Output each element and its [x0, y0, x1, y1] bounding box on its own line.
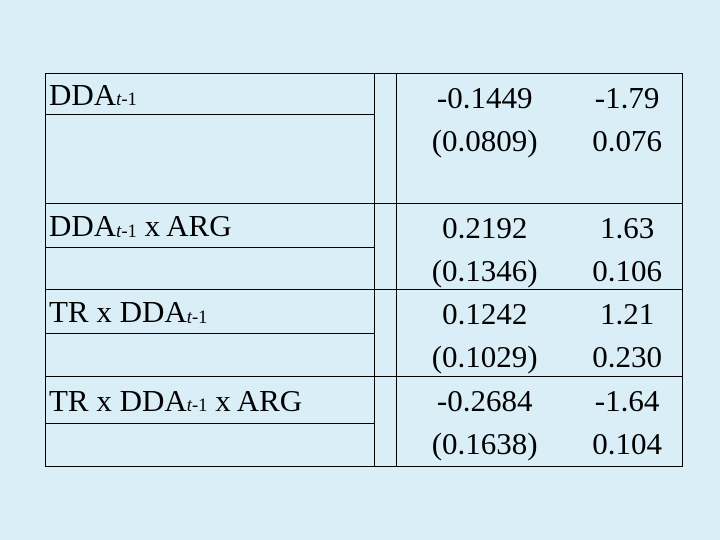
spacer-cell: [375, 74, 398, 203]
row-label: TR x DDA t-1 x ARG: [46, 377, 374, 424]
spacer-cell: [375, 290, 398, 376]
std-error-value: (0.1346): [431, 253, 538, 288]
std-error-line: (0.1346) 0.106: [397, 249, 682, 292]
std-error-line: (0.1029) 0.230: [397, 335, 682, 378]
table-row: DDA t-1 x ARG 0.2192 1.63 (0.1346) 0.106: [46, 204, 682, 290]
row-label: DDA t-1 x ARG: [46, 204, 374, 248]
table-row: DDA t-1 -0.1449 -1.79 (0.0809) 0.076: [46, 74, 682, 204]
label-text: DDA: [49, 76, 117, 112]
coefficient-line: 0.1242 1.21: [397, 292, 682, 335]
p-value: 0.106: [592, 253, 662, 288]
coefficient-value: 0.1242: [442, 296, 528, 331]
t-stat-value: 1.21: [599, 296, 655, 331]
label-cell: TR x DDA t-1: [46, 290, 375, 376]
label-text: TR x DDA: [49, 294, 187, 329]
p-value: 0.230: [592, 339, 662, 374]
label-text: TR x DDA: [49, 382, 187, 418]
values-cell: -0.1449 -1.79 (0.0809) 0.076: [397, 74, 682, 203]
values-cell: 0.1242 1.21 (0.1029) 0.230: [397, 290, 682, 376]
label-text: DDA: [49, 208, 117, 243]
t-stat-value: -1.64: [594, 383, 660, 418]
table-row: TR x DDA t-1 0.1242 1.21 (0.1029) 0.230: [46, 290, 682, 377]
row-label: DDA t-1: [46, 74, 374, 115]
std-error-line: (0.1638) 0.104: [397, 422, 682, 465]
t-stat-value: -1.79: [594, 80, 660, 115]
table-row: TR x DDA t-1 x ARG -0.2684 -1.64 (0.1638)…: [46, 377, 682, 466]
label-suffix: x ARG: [207, 382, 303, 418]
coefficient-value: 0.2192: [442, 210, 528, 245]
label-cell: DDA t-1 x ARG: [46, 204, 375, 289]
std-error-value: (0.1638): [431, 426, 538, 461]
std-error-line: (0.0809) 0.076: [397, 119, 682, 162]
label-cell: TR x DDA t-1 x ARG: [46, 377, 375, 466]
coefficient-line: -0.2684 -1.64: [397, 379, 682, 422]
std-error-value: (0.0809): [431, 123, 538, 158]
regression-results-table: DDA t-1 -0.1449 -1.79 (0.0809) 0.076 DDA t…: [45, 73, 683, 467]
coefficient-value: -0.1449: [436, 80, 533, 115]
values-cell: 0.2192 1.63 (0.1346) 0.106: [397, 204, 682, 289]
p-value: 0.104: [592, 426, 662, 461]
coefficient-line: -0.1449 -1.79: [397, 76, 682, 119]
std-error-value: (0.1029): [431, 339, 538, 374]
values-cell: -0.2684 -1.64 (0.1638) 0.104: [397, 377, 682, 466]
spacer-cell: [375, 204, 398, 289]
t-stat-value: 1.63: [599, 210, 655, 245]
label-suffix: x ARG: [136, 208, 232, 243]
coefficient-value: -0.2684: [436, 383, 533, 418]
row-label: TR x DDA t-1: [46, 290, 374, 334]
spacer-cell: [375, 377, 398, 466]
p-value: 0.076: [592, 123, 662, 158]
label-cell: DDA t-1: [46, 74, 375, 203]
coefficient-line: 0.2192 1.63: [397, 206, 682, 249]
